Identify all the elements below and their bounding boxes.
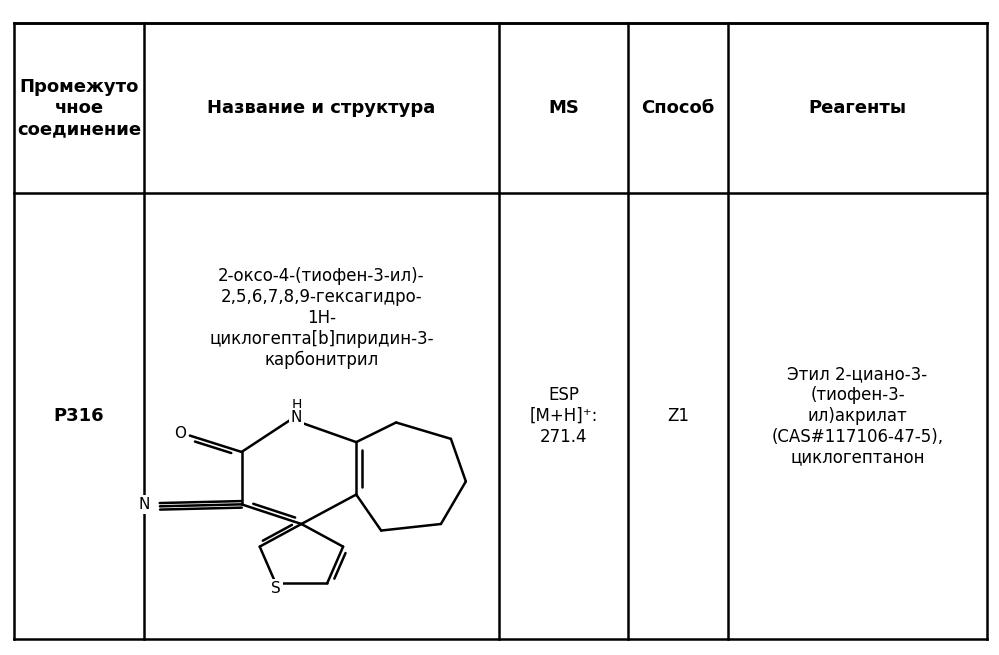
Text: N: N bbox=[138, 497, 150, 512]
Text: Z1: Z1 bbox=[667, 407, 689, 425]
Text: MS: MS bbox=[548, 99, 579, 117]
Text: Название и структура: Название и структура bbox=[207, 99, 436, 117]
Text: P316: P316 bbox=[54, 407, 105, 425]
Text: Реагенты: Реагенты bbox=[808, 99, 906, 117]
Text: H: H bbox=[292, 398, 302, 412]
Text: Этил 2-циано-3-
(тиофен-3-
ил)акрилат
(CAS#117106-47-5),
циклогептанон: Этил 2-циано-3- (тиофен-3- ил)акрилат (C… bbox=[771, 365, 943, 466]
Text: Промежуто
чное
соединение: Промежуто чное соединение bbox=[17, 79, 141, 138]
Text: Способ: Способ bbox=[641, 99, 714, 117]
Text: N: N bbox=[291, 411, 302, 425]
Text: 2-оксо-4-(тиофен-3-ил)-
2,5,6,7,8,9-гексагидро-
1Н-
циклогепта[b]пиридин-3-
карб: 2-оксо-4-(тиофен-3-ил)- 2,5,6,7,8,9-гекс… bbox=[209, 267, 434, 369]
Text: ESP
[M+H]⁺:
271.4: ESP [M+H]⁺: 271.4 bbox=[529, 386, 597, 445]
Text: S: S bbox=[271, 581, 281, 596]
Text: O: O bbox=[174, 426, 186, 441]
